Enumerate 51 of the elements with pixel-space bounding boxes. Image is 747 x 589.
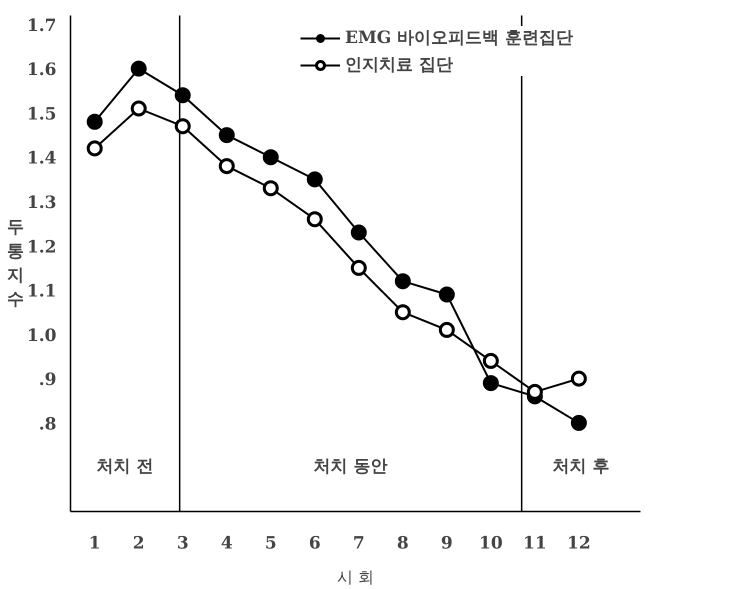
point bbox=[86, 114, 103, 130]
x-tick-label: 2 bbox=[132, 534, 145, 554]
point bbox=[350, 260, 367, 276]
y-tick-label: .9 bbox=[38, 370, 57, 390]
point bbox=[570, 370, 587, 387]
y-tick-label: 1.4 bbox=[26, 148, 57, 169]
x-tick-label: 11 bbox=[523, 534, 547, 554]
y-tick-label: .8 bbox=[38, 414, 57, 434]
annotation: 처치 동안 bbox=[314, 456, 388, 476]
x-tick-label: 6 bbox=[308, 534, 321, 554]
point bbox=[438, 322, 455, 338]
x-tick-label: 3 bbox=[176, 534, 189, 554]
x-tick-label: 9 bbox=[440, 534, 453, 554]
point bbox=[482, 375, 499, 392]
point bbox=[394, 304, 411, 320]
y-axis-title: 두통지수 bbox=[6, 218, 24, 310]
x-tick-label: 1 bbox=[88, 534, 101, 554]
annotation: 처치 전 bbox=[96, 456, 154, 476]
annotation: 처치 후 bbox=[552, 456, 610, 476]
point bbox=[130, 100, 147, 116]
point bbox=[174, 118, 191, 134]
point bbox=[306, 171, 323, 188]
x-tick-label: 7 bbox=[352, 534, 365, 554]
legend-label: 인지치료 집단 bbox=[345, 54, 453, 76]
point bbox=[262, 180, 279, 196]
x-tick-label: 10 bbox=[479, 534, 503, 554]
y-tick-label: 1.6 bbox=[26, 60, 56, 80]
y-tick-label: 1.0 bbox=[26, 326, 57, 346]
y-tick-label: 1.7 bbox=[26, 16, 56, 36]
point bbox=[438, 286, 455, 302]
x-tick-label: 12 bbox=[567, 534, 591, 554]
x-tick-label: 8 bbox=[396, 534, 409, 554]
point bbox=[350, 224, 367, 240]
legend-label: EMG 바이오피드백 훈련집단 bbox=[345, 27, 574, 49]
x-tick-label: 5 bbox=[264, 534, 277, 554]
point bbox=[86, 140, 103, 156]
point bbox=[394, 273, 411, 290]
point bbox=[218, 158, 235, 174]
x-axis-title: 시 회 bbox=[336, 568, 374, 586]
point bbox=[306, 211, 323, 228]
point bbox=[218, 127, 235, 144]
y-tick-label: 1.1 bbox=[26, 282, 56, 302]
x-tick-label: 4 bbox=[220, 534, 233, 554]
point bbox=[570, 414, 587, 431]
y-tick-label: 1.2 bbox=[26, 237, 56, 258]
y-tick-label: 1.3 bbox=[26, 193, 56, 213]
point bbox=[262, 149, 279, 166]
y-tick-label: 1.5 bbox=[26, 104, 56, 124]
point bbox=[482, 352, 499, 369]
point bbox=[174, 87, 191, 104]
point bbox=[130, 60, 147, 77]
